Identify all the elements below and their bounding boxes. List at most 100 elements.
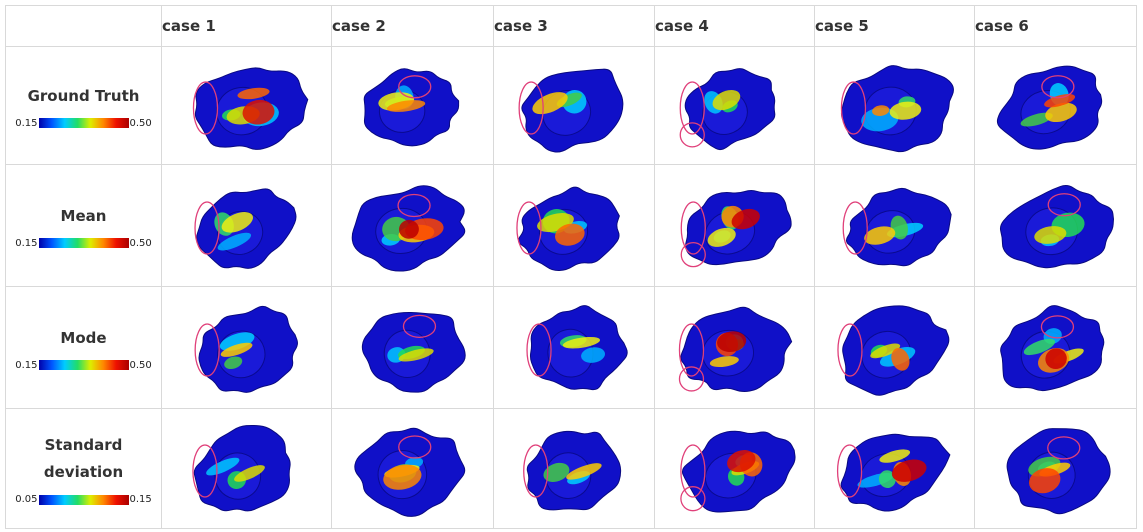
heat-region (707, 227, 736, 247)
heart-map (516, 186, 620, 272)
heat-region (1044, 94, 1076, 108)
heat-region (532, 92, 568, 115)
heart-map-cell (493, 46, 655, 165)
column-header-case-1: case 1 (161, 5, 332, 47)
colorbar-max: 0.50 (129, 237, 152, 249)
heat-region (889, 101, 922, 120)
heart-map-cell (974, 164, 1137, 287)
heart-map (999, 185, 1114, 269)
annotation-outline (842, 201, 868, 255)
colorbar: 0.15 0.50 (6, 360, 161, 371)
heart-map (836, 433, 951, 512)
heart-map (837, 305, 950, 396)
heart-map-cell (161, 286, 332, 409)
heart-map-cell (493, 286, 655, 409)
annotation-outline (836, 444, 863, 498)
heat-region (878, 470, 896, 488)
heart-map-cell (974, 408, 1137, 529)
colorbar-max: 0.50 (129, 117, 152, 129)
annotation-outline (678, 366, 705, 392)
annotation-outline (680, 486, 706, 512)
heart-map-cell (654, 46, 815, 165)
heart-map (354, 427, 466, 517)
row-standard-deviation: Standard deviation 0.05 0.15 (5, 408, 1137, 529)
heat-region (717, 331, 747, 353)
heart-map-cell (331, 408, 494, 529)
row-header: Ground Truth 0.15 0.50 (5, 46, 162, 165)
heart-map (996, 65, 1103, 150)
corner-cell (5, 5, 162, 47)
colorbar-gradient (38, 238, 129, 248)
row-label: Mode (60, 328, 107, 347)
colorbar-min: 0.15 (15, 117, 38, 129)
annotation-outline (680, 201, 706, 255)
heat-region (398, 219, 419, 239)
heat-region (234, 465, 265, 482)
heart-map-cell (331, 286, 494, 409)
annotation-outline (194, 323, 220, 377)
heat-region (727, 450, 756, 473)
annotation-outline (837, 323, 863, 377)
heat-region (383, 464, 422, 490)
heart-map-cell (974, 46, 1137, 165)
heat-region (1020, 112, 1053, 127)
heat-region (224, 356, 243, 370)
annotation-outline (526, 323, 552, 377)
heat-region (217, 232, 252, 251)
annotation-outline (678, 323, 705, 377)
heat-region (1045, 348, 1067, 370)
colorbar-max: 0.15 (129, 494, 152, 505)
column-header-case-6: case 6 (974, 5, 1137, 47)
heart-map-cell (493, 164, 655, 287)
annotation-outline (680, 241, 706, 268)
heat-region (221, 212, 253, 233)
heart-map-cell (814, 164, 975, 287)
annotation-outline (397, 193, 431, 218)
row-label: Mean (60, 206, 107, 225)
heat-region (242, 99, 275, 125)
annotation-outline (1040, 315, 1075, 339)
row-mean: Mean 0.15 0.50 (5, 164, 1137, 287)
annotation-outline (680, 444, 706, 498)
heart-map (361, 312, 466, 393)
colorbar-min: 0.15 (15, 237, 38, 249)
row-header: Mode 0.15 0.50 (5, 286, 162, 409)
header-row: case 1 case 2 case 3 case 4 case 5 case … (5, 5, 1137, 47)
annotation-outline (1047, 193, 1081, 217)
row-ground-truth: Ground Truth 0.15 0.50 (5, 46, 1137, 165)
heat-region (220, 342, 253, 357)
heart-map (526, 305, 628, 391)
heart-map (679, 68, 776, 151)
row-label-line-2: deviation (43, 463, 124, 481)
heat-region (1034, 226, 1067, 244)
heat-region (712, 89, 741, 111)
heart-map-cell (814, 46, 975, 165)
heart-map (192, 67, 309, 150)
heart-map-cell (814, 408, 975, 529)
annotation-outline (840, 81, 867, 135)
heart-map (1006, 428, 1111, 515)
colorbar-max: 0.50 (129, 359, 152, 371)
heart-map-cell (161, 164, 332, 287)
heat-region (709, 356, 739, 368)
heart-map-cell (331, 46, 494, 165)
heart-map-cell (654, 408, 815, 529)
colorbar: 0.15 0.50 (6, 238, 161, 249)
annotation-outline (398, 75, 432, 99)
row-header: Standard deviation 0.05 0.15 (5, 408, 162, 529)
heart-map-cell (331, 164, 494, 287)
annotation-outline (192, 444, 218, 498)
heat-region (386, 100, 426, 112)
heart-map (680, 430, 796, 513)
heart-map-cell (654, 164, 815, 287)
colorbar-gradient (38, 118, 129, 128)
heat-region (872, 105, 890, 116)
column-header-case-2: case 2 (331, 5, 494, 47)
annotation-outline (679, 81, 705, 135)
row-header: Mean 0.15 0.50 (5, 164, 162, 287)
annotation-outline (194, 201, 220, 255)
heart-map (194, 305, 298, 393)
heart-map-cell (161, 46, 332, 165)
colorbar-gradient (38, 494, 129, 505)
heart-map (842, 187, 952, 267)
